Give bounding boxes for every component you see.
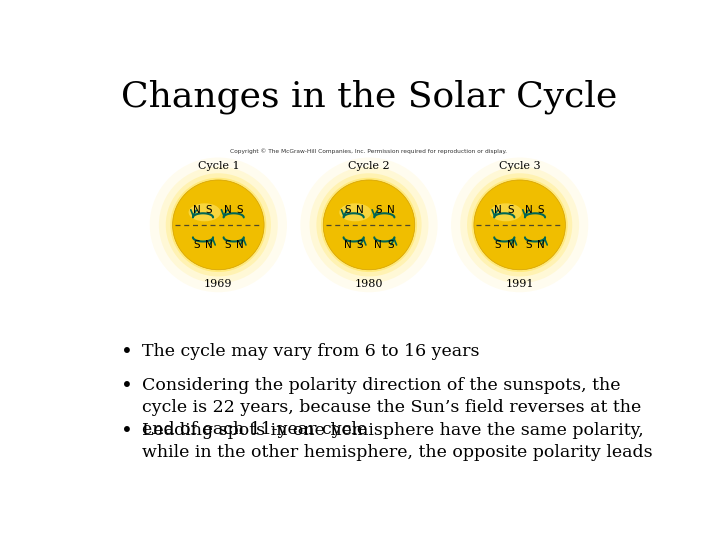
Text: S: S <box>375 205 382 215</box>
Ellipse shape <box>310 166 428 284</box>
Ellipse shape <box>467 173 572 276</box>
Ellipse shape <box>451 158 588 292</box>
Text: N: N <box>525 205 533 215</box>
Text: S: S <box>507 205 514 215</box>
Text: Cycle 3: Cycle 3 <box>499 161 541 171</box>
Text: S: S <box>236 205 243 215</box>
Text: S: S <box>194 240 200 250</box>
Text: Changes in the Solar Cycle: Changes in the Solar Cycle <box>121 79 617 114</box>
Ellipse shape <box>474 180 565 270</box>
Text: Cycle 2: Cycle 2 <box>348 161 390 171</box>
Text: •: • <box>121 422 132 441</box>
Text: N: N <box>205 240 213 250</box>
Text: N: N <box>236 240 243 250</box>
Text: •: • <box>121 343 132 362</box>
Text: S: S <box>387 240 394 250</box>
Ellipse shape <box>189 204 220 221</box>
Ellipse shape <box>173 180 264 270</box>
Text: S: S <box>495 240 502 250</box>
Text: The cycle may vary from 6 to 16 years: The cycle may vary from 6 to 16 years <box>142 343 480 360</box>
Ellipse shape <box>472 178 567 272</box>
Text: S: S <box>224 240 231 250</box>
Text: Copyright © The McGraw-Hill Companies, Inc. Permission required for reproduction: Copyright © The McGraw-Hill Companies, I… <box>230 148 508 154</box>
Text: N: N <box>495 205 502 215</box>
Ellipse shape <box>300 158 438 292</box>
Text: N: N <box>374 240 382 250</box>
Text: N: N <box>343 240 351 250</box>
Text: S: S <box>206 205 212 215</box>
Text: N: N <box>537 240 545 250</box>
Text: N: N <box>193 205 201 215</box>
Ellipse shape <box>150 158 287 292</box>
Ellipse shape <box>316 173 422 276</box>
Text: Considering the polarity direction of the sunspots, the
cycle is 22 years, becau: Considering the polarity direction of th… <box>142 377 641 437</box>
Text: 1991: 1991 <box>505 279 534 289</box>
Ellipse shape <box>159 166 278 284</box>
Text: Leading spots in one hemisphere have the same polarity,
while in the other hemis: Leading spots in one hemisphere have the… <box>142 422 652 461</box>
Text: N: N <box>356 205 364 215</box>
Ellipse shape <box>490 204 522 221</box>
Text: S: S <box>356 240 363 250</box>
Text: N: N <box>224 205 231 215</box>
Text: •: • <box>121 377 132 396</box>
Ellipse shape <box>460 166 579 284</box>
Text: Cycle 1: Cycle 1 <box>197 161 239 171</box>
Ellipse shape <box>339 204 372 221</box>
Text: 1980: 1980 <box>355 279 383 289</box>
Text: S: S <box>538 205 544 215</box>
Text: N: N <box>507 240 514 250</box>
Text: 1969: 1969 <box>204 279 233 289</box>
Ellipse shape <box>166 173 271 276</box>
Text: S: S <box>526 240 532 250</box>
Ellipse shape <box>321 178 417 272</box>
Ellipse shape <box>171 178 266 272</box>
Ellipse shape <box>323 180 415 270</box>
Text: N: N <box>387 205 395 215</box>
Text: S: S <box>344 205 351 215</box>
